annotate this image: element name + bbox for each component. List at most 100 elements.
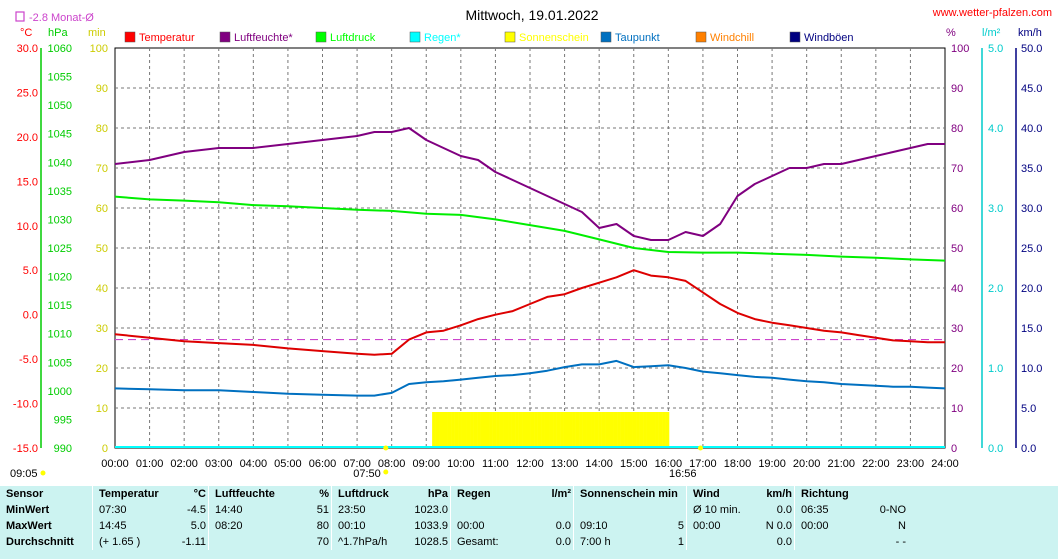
sun-value bbox=[642, 502, 687, 518]
y-tick-label: 100 bbox=[951, 43, 969, 55]
sunshine-bar bbox=[485, 412, 488, 448]
site-link[interactable]: www.wetter-pfalzen.com bbox=[932, 7, 1052, 19]
sunshine-bar bbox=[651, 412, 654, 448]
sunshine-bar bbox=[464, 412, 467, 448]
series-line bbox=[114, 269, 945, 356]
row-label: Durchschnitt bbox=[6, 536, 74, 548]
sunshine-bar bbox=[608, 412, 611, 448]
sunshine-bar bbox=[667, 412, 670, 448]
sunshine-bar bbox=[587, 412, 590, 448]
x-tick-label: 10:00 bbox=[447, 458, 475, 470]
sunshine-bar bbox=[639, 412, 642, 448]
sunshine-bar bbox=[458, 412, 461, 448]
y-tick-label: 1045 bbox=[48, 129, 72, 141]
sunrise-marker bbox=[383, 445, 389, 451]
sunshine-bar bbox=[475, 412, 478, 448]
sunshine-bar bbox=[613, 412, 616, 448]
sunshine-bar bbox=[489, 412, 492, 448]
y-tick-label: 40.0 bbox=[1021, 123, 1042, 135]
sunshine-bar bbox=[611, 412, 614, 448]
col-temperature: Temperatur bbox=[92, 486, 164, 502]
y-tick-label: 40 bbox=[951, 283, 963, 295]
sunshine-bar bbox=[615, 412, 618, 448]
sunshine-bar bbox=[637, 412, 640, 448]
sunshine-bar bbox=[454, 412, 457, 448]
row-min: MinWert 07:30 -4.5 14:40 51 23:50 1023.0… bbox=[0, 502, 908, 518]
sunshine-bar bbox=[582, 412, 585, 448]
temp-value: -4.5 bbox=[187, 504, 206, 516]
temp-value: -1.11 bbox=[181, 536, 206, 548]
sunshine-bar bbox=[622, 412, 625, 448]
y-tick-label: 100 bbox=[90, 43, 108, 55]
legend-entry: Temperatur bbox=[139, 32, 195, 44]
y-tick-label: 15.0 bbox=[1021, 323, 1042, 335]
statistics-panel: Sensor Temperatur °C Luftfeuchte % Luftd… bbox=[0, 486, 1058, 559]
press-time: ^1.7hPa/h bbox=[331, 534, 400, 550]
sunshine-bar bbox=[663, 412, 666, 448]
sunshine-bar bbox=[547, 412, 550, 448]
legend-swatch bbox=[504, 31, 516, 43]
col-wind-unit: km/h bbox=[766, 488, 792, 500]
sunshine-bar bbox=[516, 412, 519, 448]
sunshine-bar bbox=[653, 412, 656, 448]
dir-time bbox=[793, 534, 854, 550]
x-tick-label: 20:00 bbox=[793, 458, 821, 470]
x-tick-label: 16:00 bbox=[655, 458, 683, 470]
sunset-label: 16:56 bbox=[669, 468, 697, 480]
y-tick-label: 1015 bbox=[48, 300, 72, 312]
chart-labels: Mittwoch, 19.01.2022 www.wetter-pfalzen.… bbox=[15, 7, 1052, 24]
col-humidity: Luftfeuchte bbox=[208, 486, 287, 502]
col-sensor: Sensor bbox=[6, 488, 44, 500]
sunshine-bar bbox=[556, 412, 559, 448]
sunshine-bar bbox=[617, 412, 620, 448]
y-tick-label: 5.0 bbox=[1021, 403, 1036, 415]
sunshine-bar bbox=[445, 412, 448, 448]
axis-unit: l/m² bbox=[982, 27, 1001, 39]
y-tick-label: 1055 bbox=[48, 72, 72, 84]
sunshine-bar bbox=[444, 412, 447, 448]
sunshine-bar bbox=[579, 412, 582, 448]
y-tick-label: 25.0 bbox=[1021, 243, 1042, 255]
x-tick-label: 00:00 bbox=[101, 458, 129, 470]
sunshine-bar bbox=[629, 412, 632, 448]
sunshine-bar bbox=[504, 412, 507, 448]
y-tick-label: 5.0 bbox=[23, 265, 38, 277]
chart-grid bbox=[114, 47, 946, 449]
press-time: 00:10 bbox=[331, 518, 400, 534]
sunshine-bar bbox=[580, 412, 583, 448]
sunshine-bar bbox=[561, 412, 564, 448]
sunshine-bar bbox=[482, 412, 485, 448]
press-time: 23:50 bbox=[331, 502, 400, 518]
y-tick-label: 1020 bbox=[48, 272, 72, 284]
sunrise-label: 07:50 bbox=[353, 468, 381, 480]
x-tick-label: 15:00 bbox=[620, 458, 648, 470]
sunshine-bar bbox=[501, 412, 504, 448]
y-tick-label: 1005 bbox=[48, 357, 72, 369]
x-tick-label: 22:00 bbox=[862, 458, 890, 470]
sunshine-bar bbox=[534, 412, 537, 448]
sunshine-bar bbox=[563, 412, 566, 448]
sunshine-bar bbox=[511, 412, 514, 448]
sunshine-bar bbox=[473, 412, 476, 448]
sunshine-bar bbox=[494, 412, 497, 448]
col-temp-unit: °C bbox=[193, 488, 206, 500]
sunshine-bar bbox=[506, 412, 509, 448]
sunshine-bar bbox=[665, 412, 668, 448]
series-lines bbox=[114, 127, 946, 448]
y-tick-label: 20.0 bbox=[17, 132, 38, 144]
sunshine-bar bbox=[449, 412, 452, 448]
legend-entry: Windböen bbox=[804, 32, 854, 44]
weather-chart: 00:00 01:00 02:00 03:00 04:00 05:00 06:00 07:00… bbox=[10, 7, 1052, 480]
sunshine-bar bbox=[641, 412, 644, 448]
sunset-marker bbox=[697, 445, 703, 451]
y-tick-label: 50 bbox=[951, 243, 963, 255]
wind-time: Ø 10 min. bbox=[686, 502, 750, 518]
sunshine-bar bbox=[515, 412, 518, 448]
sunshine-bar bbox=[532, 412, 535, 448]
legend-swatch bbox=[315, 31, 327, 43]
y-tick-label: 1000 bbox=[48, 386, 72, 398]
legend-swatch bbox=[219, 31, 231, 43]
x-tick-label: 12:00 bbox=[516, 458, 544, 470]
col-rain: Regen bbox=[450, 486, 527, 502]
wind-time bbox=[686, 534, 750, 550]
